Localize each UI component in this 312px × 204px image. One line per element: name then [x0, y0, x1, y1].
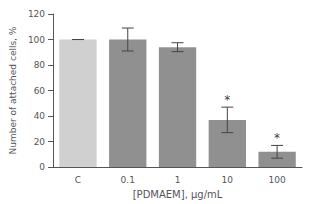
svg-text:1: 1: [175, 175, 181, 185]
svg-text:120: 120: [28, 9, 45, 19]
svg-text:Number of attached cells, %: Number of attached cells, %: [8, 26, 18, 154]
svg-text:40: 40: [34, 111, 46, 121]
svg-text:[PDMAEM], µg/mL: [PDMAEM], µg/mL: [133, 189, 223, 200]
svg-text:0: 0: [39, 162, 45, 172]
svg-text:100: 100: [28, 35, 45, 45]
svg-text:10: 10: [222, 175, 234, 185]
svg-text:80: 80: [34, 60, 46, 70]
svg-text:100: 100: [269, 175, 286, 185]
svg-text:*: *: [274, 131, 280, 145]
svg-text:*: *: [224, 93, 230, 107]
svg-text:C: C: [75, 175, 81, 185]
svg-text:60: 60: [34, 86, 46, 96]
svg-text:0.1: 0.1: [121, 175, 135, 185]
svg-text:20: 20: [34, 137, 46, 147]
